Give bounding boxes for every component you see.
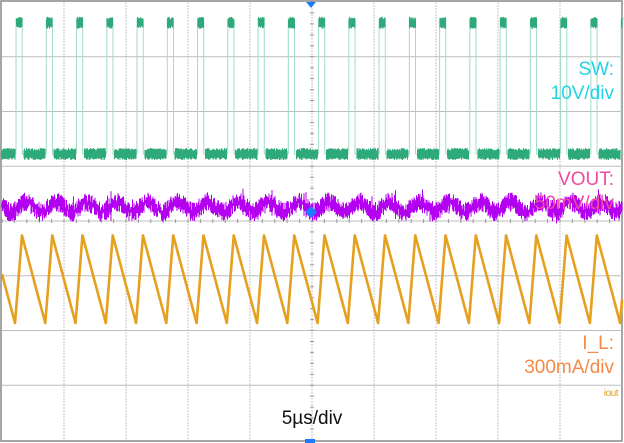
- vout-label-scale: 50mV/div: [534, 193, 614, 214]
- timebase-marker-icon: [305, 439, 315, 443]
- vout-reference-marker-icon[interactable]: [305, 206, 317, 218]
- vout-label-name: VOUT:: [558, 169, 614, 190]
- il-channel-label: I_L: 300mA/div: [524, 332, 614, 380]
- sw-trace-noise: [1, 16, 623, 160]
- il-trace: [0, 234, 624, 325]
- timebase-label: 5µs/div: [281, 408, 343, 429]
- vout-trace: [1, 188, 623, 224]
- il-label-scale: 300mA/div: [524, 357, 614, 378]
- sw-channel-label: SW: 10V/div: [551, 58, 614, 106]
- iout-probe-tag: iout: [603, 388, 619, 399]
- sw-label-name: SW:: [578, 59, 614, 80]
- vout-channel-label: VOUT: 50mV/div: [535, 168, 614, 216]
- trigger-position-marker-icon[interactable]: [306, 2, 316, 8]
- il-label-name: I_L:: [582, 333, 614, 354]
- sw-label-scale: 10V/div: [550, 83, 614, 104]
- center-axis-ticks: [1, 1, 611, 430]
